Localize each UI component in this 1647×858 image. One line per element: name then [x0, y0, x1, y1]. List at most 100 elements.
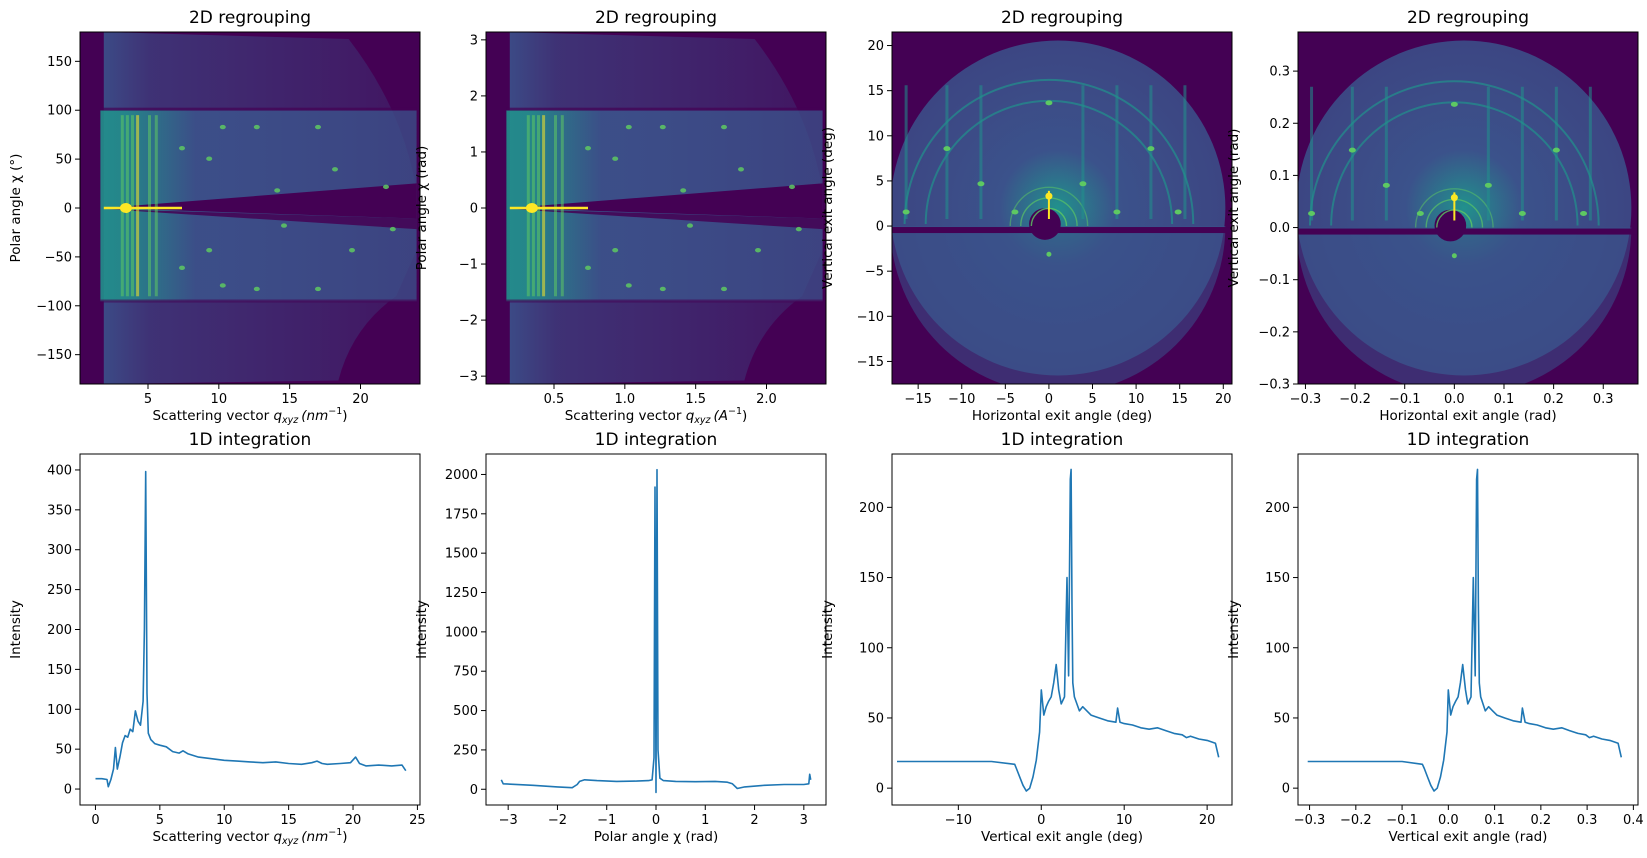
bragg-spot: [1079, 181, 1087, 187]
y-tick-label: 100: [1265, 641, 1290, 656]
bright-peak: [119, 203, 132, 213]
bragg-spot: [274, 188, 281, 193]
x-tick-label: 0.4: [1623, 813, 1644, 828]
x-axis-label-part: q: [273, 829, 282, 845]
axes-border: [891, 31, 1233, 385]
x-axis-label-part: xyz: [281, 415, 299, 426]
x-axis-label-part: Scattering vector: [152, 408, 273, 424]
streak: [537, 115, 540, 297]
x-tick-label: −0.2: [1340, 813, 1372, 828]
bragg-spot: [253, 286, 260, 292]
y-axis-label: Intensity: [820, 600, 836, 659]
y-tick-label: 0.3: [1269, 65, 1290, 80]
bragg-spot: [253, 124, 260, 130]
x-tick-label: 0.3: [1577, 813, 1598, 828]
bragg-rod: [1081, 85, 1085, 220]
x-tick-label: −2: [548, 813, 567, 828]
bragg-rod: [1310, 86, 1314, 221]
outer-ring: [903, 79, 1195, 225]
bragg-spot: [179, 265, 185, 271]
x-tick-label: 20: [1215, 392, 1232, 407]
y-tick-label: −100: [36, 299, 72, 314]
y-axis-label: Polar angle χ (rad): [414, 146, 430, 271]
x-tick-label: 2.0: [756, 392, 777, 407]
axes-frame-1: 0.5 1.0 1.5 2.0 −3 −2 −1 0 1 2 3 2D regrouping Scatt…: [414, 8, 827, 426]
y-tick-label: −10: [857, 310, 884, 325]
x-tick-label: 0.0: [1444, 392, 1465, 407]
bragg-spot: [315, 124, 321, 130]
y-tick-label: 100: [47, 104, 72, 119]
horizon-gap: [509, 183, 823, 219]
y-axis-label: Intensity: [8, 600, 24, 659]
x-axis-label-part: ): [342, 829, 347, 845]
series-line-7: [1307, 468, 1623, 792]
bragg-spot: [1174, 209, 1182, 215]
specular-peak: [1450, 194, 1458, 202]
bragg-spot: [687, 223, 693, 228]
horizon-gap-lower: [103, 209, 417, 230]
bragg-spot: [585, 265, 591, 271]
y-tick-label: 50: [1273, 711, 1290, 726]
y-tick-label: 300: [47, 543, 72, 558]
y-tick-label: 150: [1265, 571, 1290, 586]
y-tick-label: 500: [453, 704, 478, 719]
y-tick-label: −2: [459, 314, 478, 329]
x-tick-label: 15: [1171, 392, 1188, 407]
y-tick-label: 350: [47, 503, 72, 518]
y-tick-label: 0: [470, 202, 478, 217]
y-tick-label: 250: [453, 743, 478, 758]
axes-frame-2: −15 −10 −5 0 5 10 15 20 −15 −10 −5 0 5 10 15 20 2D regro…: [820, 8, 1233, 424]
bragg-spot: [1484, 182, 1492, 188]
y-tick-label: −0.1: [1258, 273, 1290, 288]
x-tick-label: 0.1: [1484, 813, 1505, 828]
axes-border: [891, 453, 1233, 806]
bragg-rod: [1149, 85, 1153, 220]
x-tick-label: −1: [597, 813, 616, 828]
y-tick-label: 0.0: [1269, 221, 1290, 236]
axes-border: [79, 453, 421, 806]
x-tick-label: −10: [948, 392, 975, 407]
bragg-spot: [625, 124, 632, 130]
chart-title: 1D integration: [1001, 430, 1124, 450]
streak: [542, 115, 546, 297]
chart-title: 2D regrouping: [1001, 8, 1123, 28]
mask-strip: [100, 299, 417, 303]
x-tick-label: 0.2: [1543, 392, 1564, 407]
x-axis-label: Horizontal exit angle (deg): [972, 408, 1152, 424]
y-axis-label: Intensity: [414, 600, 430, 659]
bragg-spot: [1580, 210, 1588, 216]
bragg-rod: [1115, 85, 1119, 220]
mask-strip: [506, 299, 823, 303]
y-tick-label: 200: [859, 501, 884, 516]
y-tick-label: 50: [55, 153, 72, 168]
x-axis-label-part: Scattering vector: [565, 408, 686, 424]
bragg-spot: [1382, 182, 1390, 188]
bragg-spot: [1416, 210, 1424, 216]
bragg-spot: [383, 184, 389, 190]
x-axis-label: Scattering vector qxyz (nm−1): [152, 827, 347, 847]
x-tick-label: 0: [1045, 392, 1053, 407]
axes-frame-5: −3 −2 −1 0 1 2 3 0 250 500 750 1000 1250 1500 1750 2000…: [414, 430, 827, 845]
x-tick-label: 5: [1088, 392, 1096, 407]
bragg-spot: [977, 181, 985, 187]
bragg-spot: [206, 248, 213, 253]
y-tick-label: 0: [876, 220, 884, 235]
x-tick-label: −0.1: [1386, 813, 1418, 828]
x-axis-label: Horizontal exit angle (rad): [1379, 408, 1556, 424]
streak: [560, 115, 564, 297]
x-tick-label: 15: [280, 813, 297, 828]
y-tick-label: 50: [55, 743, 72, 758]
y-tick-label: 15: [867, 84, 884, 99]
x-tick-label: 10: [216, 813, 233, 828]
bragg-spot: [659, 124, 666, 130]
axes-frame-0: 5 10 15 20 −150 −100 −50 0 50 100 150 2D regrouping…: [8, 8, 421, 426]
bragg-spot: [585, 145, 591, 151]
x-axis-label-part: q: [686, 408, 695, 424]
x-axis-label-part: ): [342, 408, 347, 424]
bragg-rod: [1588, 86, 1592, 221]
x-tick-label: 0: [91, 813, 99, 828]
bragg-rod: [1350, 86, 1354, 221]
heatmap-0: [80, 32, 420, 384]
y-tick-label: 750: [453, 665, 478, 680]
x-tick-label: 20: [1199, 813, 1216, 828]
